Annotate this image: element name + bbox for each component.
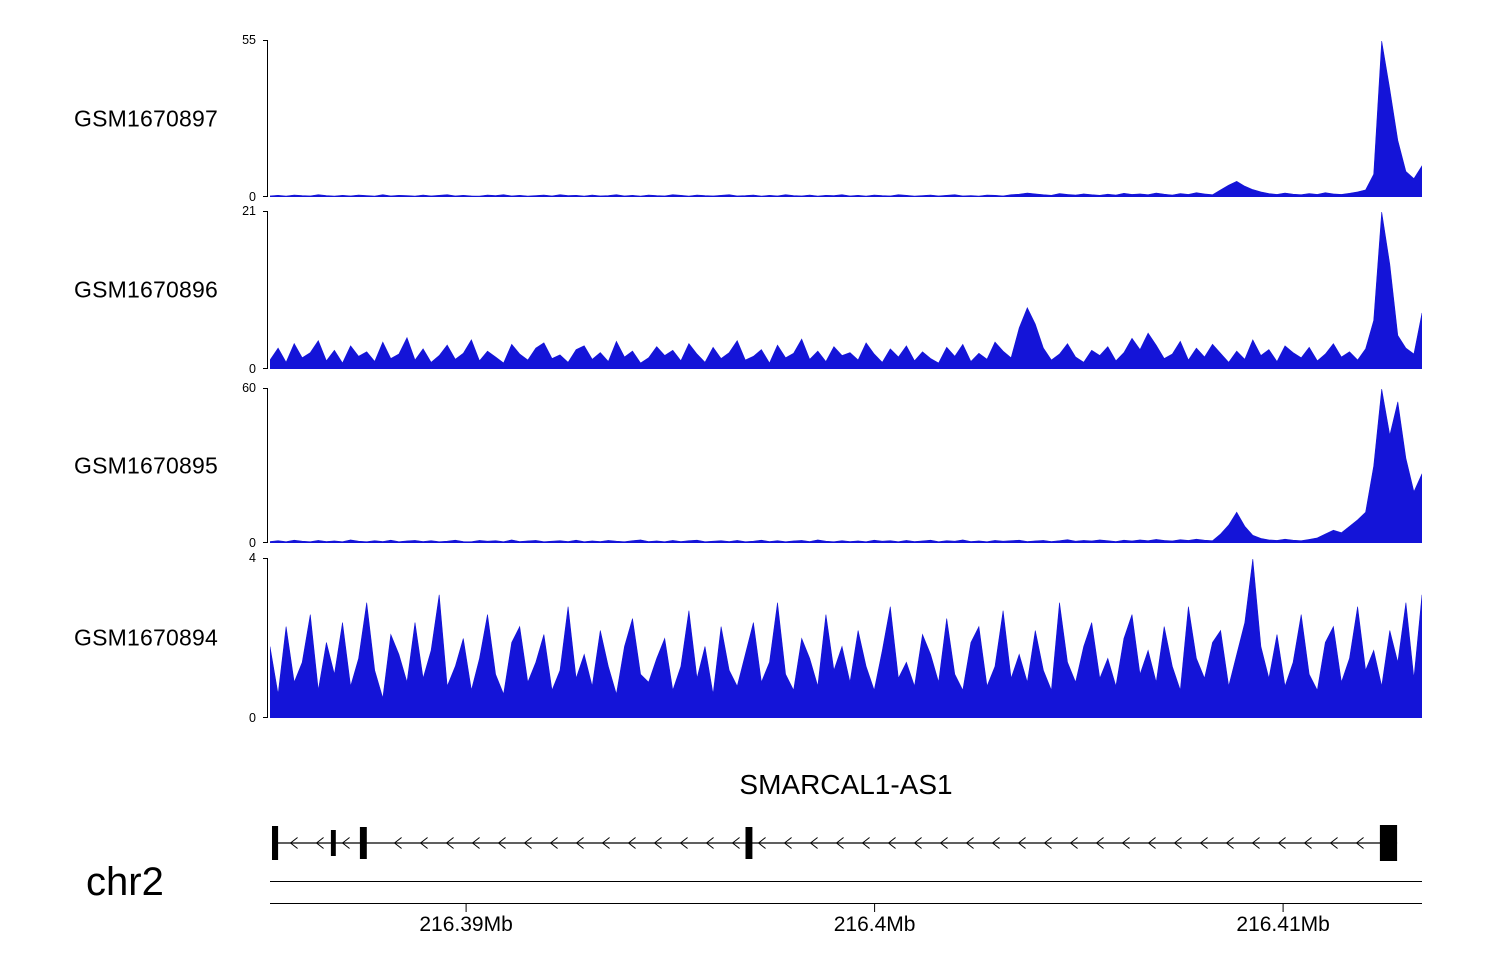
strand-arrow-left xyxy=(1303,837,1312,849)
strand-arrow-left xyxy=(1199,837,1208,849)
coverage-plot xyxy=(270,40,1422,197)
strand-arrow-left xyxy=(653,837,662,849)
coverage-area xyxy=(270,211,1422,369)
track-row: GSM1670894 4 0 xyxy=(0,551,1500,725)
coverage-area xyxy=(270,558,1422,718)
y-axis-line xyxy=(263,211,268,369)
strand-arrow-left xyxy=(1017,837,1026,849)
strand-arrow-left xyxy=(601,837,610,849)
strand-arrow-left xyxy=(341,837,350,849)
strand-arrow-left xyxy=(1277,837,1286,849)
strand-arrow-left xyxy=(939,837,948,849)
track-label: GSM1670897 xyxy=(74,105,218,131)
strand-arrow-left xyxy=(1173,837,1182,849)
y-axis-line xyxy=(263,558,268,718)
strand-arrow-left xyxy=(497,837,506,849)
exon-box xyxy=(272,826,279,860)
coverage-area xyxy=(270,388,1422,543)
y-axis-max-label: 4 xyxy=(249,551,256,565)
axis-labels: 216.39Mb 216.4Mb 216.41Mb xyxy=(270,913,1422,941)
coverage-plot xyxy=(270,211,1422,369)
strand-arrow-left xyxy=(393,837,402,849)
y-axis-line xyxy=(263,40,268,197)
axis-tick-label: 216.4Mb xyxy=(833,913,916,936)
strand-arrow-left xyxy=(1225,837,1234,849)
axis-tick-label: 216.41Mb xyxy=(1236,913,1330,936)
track-label: GSM1670895 xyxy=(74,452,218,478)
strand-arrow-left xyxy=(783,837,792,849)
strand-arrow-left xyxy=(835,837,844,849)
track-row: GSM1670895 60 0 xyxy=(0,381,1500,550)
y-axis-line xyxy=(263,388,268,543)
chromosome-label: chr2 xyxy=(86,860,164,904)
strand-arrow-left xyxy=(887,837,896,849)
strand-arrow-left xyxy=(315,837,324,849)
gene-model xyxy=(272,825,1398,861)
y-axis-min-label: 0 xyxy=(249,711,256,725)
strand-arrow-left xyxy=(445,837,454,849)
strand-arrow-left xyxy=(809,837,818,849)
strand-arrow-left xyxy=(1355,837,1364,849)
strand-arrow-left xyxy=(1251,837,1260,849)
coverage-area xyxy=(270,40,1422,197)
strand-arrow-left xyxy=(1329,837,1338,849)
strand-arrow-left xyxy=(1121,837,1130,849)
track-label: GSM1670896 xyxy=(74,276,218,303)
strand-arrow-left xyxy=(913,837,922,849)
exon-box xyxy=(359,827,367,859)
exon-box xyxy=(1379,825,1398,861)
strand-arrow-left xyxy=(757,837,766,849)
strand-arrow-left xyxy=(549,837,558,849)
exon-box xyxy=(745,827,753,859)
genome-axis xyxy=(270,903,1422,912)
strand-arrow-left xyxy=(1147,837,1156,849)
coverage-plot xyxy=(270,558,1422,718)
track-row: GSM1670897 55 0 xyxy=(0,33,1500,204)
strand-arrow-left xyxy=(575,837,584,849)
exon-box xyxy=(330,830,336,856)
y-axis-max-label: 60 xyxy=(242,381,256,395)
strand-arrow-left xyxy=(705,837,714,849)
y-axis-min-label: 0 xyxy=(249,362,256,376)
strand-arrow-left xyxy=(1069,837,1078,849)
y-axis-max-label: 55 xyxy=(242,33,256,47)
axis-tick-label: 216.39Mb xyxy=(419,913,513,936)
chromosome-line xyxy=(270,881,1422,882)
strand-arrow-left xyxy=(731,837,740,849)
strand-arrow-left xyxy=(419,837,428,849)
strand-arrow-left xyxy=(991,837,1000,849)
strand-arrow-left xyxy=(471,837,480,849)
strand-arrow-left xyxy=(679,837,688,849)
gene-name-title: SMARCAL1-AS1 xyxy=(739,769,953,800)
y-axis-min-label: 0 xyxy=(249,536,256,550)
coverage-plot xyxy=(270,388,1422,543)
track-label: GSM1670894 xyxy=(74,624,218,651)
y-axis-max-label: 21 xyxy=(242,204,256,218)
strand-arrow-left xyxy=(523,837,532,849)
strand-arrow-left xyxy=(861,837,870,849)
strand-arrow-left xyxy=(1043,837,1052,849)
track-row: GSM1670896 21 0 xyxy=(0,204,1500,376)
y-axis-min-label: 0 xyxy=(249,190,256,204)
strand-arrow-left xyxy=(627,837,636,849)
strand-arrow-left xyxy=(965,837,974,849)
strand-arrow-left xyxy=(289,837,298,849)
strand-arrow-left xyxy=(1095,837,1104,849)
